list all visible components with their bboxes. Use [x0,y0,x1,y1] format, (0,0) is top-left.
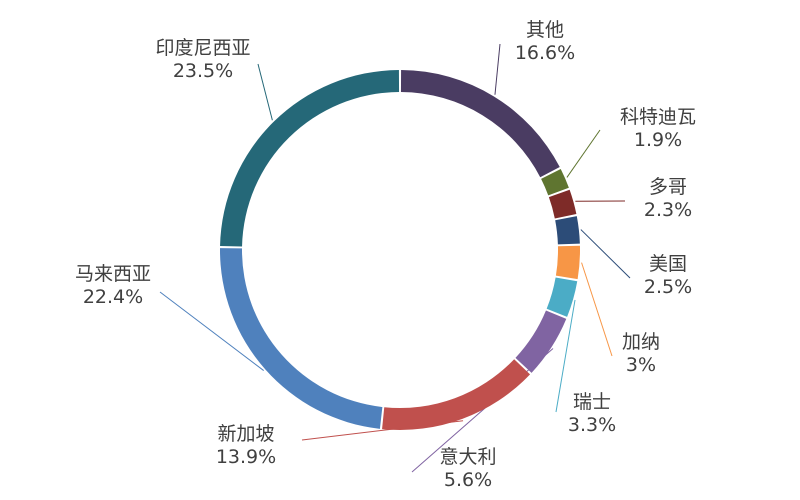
slice-label-3: 美国2.5% [644,253,692,298]
donut-slice-9 [220,70,400,247]
slice-category-label: 科特迪瓦 [620,106,696,128]
slice-value-label: 13.9% [216,446,276,468]
slice-value-label: 2.5% [644,276,692,298]
slice-value-label: 3.3% [568,414,616,436]
slice-label-4: 加纳3% [622,331,660,376]
donut-slice-2 [548,189,577,219]
leader-line-5 [555,299,576,413]
slice-value-label: 22.4% [83,286,143,308]
leader-line-1 [566,129,601,178]
slice-category-label: 加纳 [622,331,660,353]
slice-value-label: 23.5% [173,60,233,82]
donut-slice-8 [220,248,383,429]
donut-slice-4 [555,245,580,280]
slice-label-2: 多哥2.3% [644,176,692,221]
donut-slice-7 [382,359,531,430]
slice-label-5: 瑞士3.3% [568,391,616,436]
slice-value-label: 16.6% [515,42,575,64]
leader-line-7 [301,420,464,441]
leader-line-0 [494,43,501,95]
slice-value-label: 2.3% [644,199,692,221]
slice-category-label: 其他 [526,19,564,41]
donut-slice-6 [515,310,567,373]
slice-category-label: 马来西亚 [75,263,151,285]
leader-line-4 [581,262,613,357]
leader-line-8 [159,291,264,371]
slice-category-label: 意大利 [439,446,496,468]
leader-line-3 [580,229,631,279]
slice-category-label: 美国 [649,253,687,275]
donut-slice-3 [555,216,580,245]
slice-category-label: 印度尼西亚 [155,37,250,59]
donut-slice-5 [546,277,578,317]
slice-value-label: 5.6% [444,469,492,491]
slice-category-label: 新加坡 [217,423,274,445]
slice-category-label: 多哥 [649,176,687,198]
donut-slice-1 [541,168,569,196]
slice-value-label: 1.9% [634,129,682,151]
donut-slice-0 [400,70,560,178]
leader-line-6 [411,348,554,473]
leader-line-9 [257,63,273,121]
slice-category-label: 瑞士 [573,391,611,413]
slice-value-label: 3% [626,354,656,376]
